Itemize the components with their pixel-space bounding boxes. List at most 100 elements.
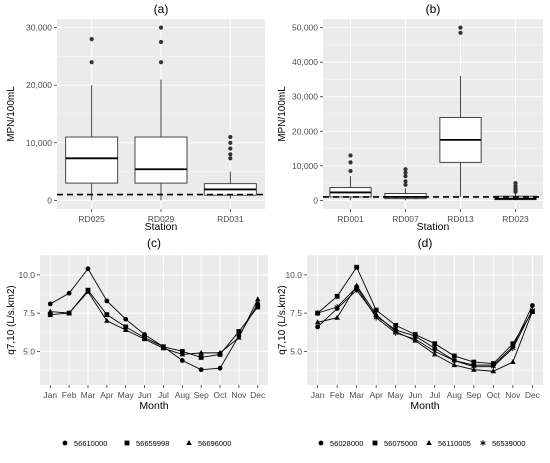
x-tick-label: May (118, 390, 135, 400)
x-tick-label: Apr (100, 390, 113, 400)
data-point (373, 307, 379, 313)
y-axis-label: q7,10 (L/s.km2) (6, 285, 17, 354)
outlier-point (403, 179, 408, 184)
y-tick-label: 40,000 (292, 57, 318, 67)
outlier-point (403, 170, 408, 175)
y-tick-label: 20,000 (292, 126, 318, 136)
legend-label: 56659998 (136, 439, 169, 448)
legend-key (62, 440, 68, 446)
legend: 56610000 56659998 56696000 (62, 439, 231, 448)
x-tick-label: Dec (525, 390, 541, 400)
box-RD029 (134, 25, 188, 201)
outlier-point (228, 156, 233, 161)
data-point (393, 322, 399, 328)
y-tick-label: 30,000 (292, 92, 318, 102)
data-point (314, 310, 321, 316)
data-point (85, 266, 91, 272)
data-point (160, 345, 167, 351)
legend-item: 56028000 (318, 439, 363, 448)
x-tick-label: Jul (429, 390, 440, 400)
outlier-point (403, 174, 408, 179)
plot-background (40, 255, 268, 385)
outlier-point (158, 39, 164, 45)
asterisk-stroke (412, 337, 418, 341)
x-axis-label: Month (410, 400, 439, 412)
panel-0: 0 10,000 20,000 30,000 (a) Station MPN/100mL RD… (6, 2, 265, 233)
x-tick-label: RD025 (78, 214, 105, 224)
x-axis-label: Month (139, 400, 168, 412)
data-point (47, 312, 53, 318)
x-tick-label: Mar (349, 390, 364, 400)
series-line (317, 266, 533, 365)
legend-label: 56539000 (492, 439, 525, 448)
panel-1: 0 10,000 20,000 30,000 40,000 50,000 (b) Statio… (277, 2, 543, 233)
box-RD013 (439, 25, 482, 197)
box-RD031 (203, 134, 257, 199)
x-axis-label: Station (417, 221, 450, 233)
legend-item: 56110005 (426, 439, 471, 448)
asterisk-stroke (373, 315, 379, 320)
data-point (198, 367, 204, 373)
series-line (50, 267, 259, 371)
panel-3: 5.0 7.5 10.0 (d) Month q7,10 (L/s.km2) Jan Feb M… (277, 236, 543, 448)
outlier-point (89, 60, 94, 65)
series-56696000 (47, 288, 261, 357)
x-tick-label: Jan (43, 390, 57, 400)
data-point (198, 355, 204, 360)
x-tick-label: RD029 (148, 214, 175, 224)
x-tick-label: Oct (487, 390, 501, 400)
series-line (317, 289, 533, 366)
x-tick-label: Aug (175, 390, 190, 400)
data-point (432, 348, 438, 355)
data-point (47, 301, 53, 307)
data-point (490, 361, 496, 366)
x-tick-label: Sep (466, 390, 481, 400)
data-point (510, 341, 516, 347)
x-tick-label: RD001 (337, 214, 364, 224)
data-point (123, 316, 129, 322)
x-tick-label: RD023 (502, 214, 529, 224)
series-line (50, 290, 259, 355)
data-point (66, 290, 72, 296)
x-tick-label: Feb (62, 390, 77, 400)
box-body (134, 136, 188, 184)
data-point (236, 334, 242, 340)
y-axis-label: MPN/100mL (6, 86, 17, 142)
box-RD023 (494, 180, 537, 201)
y-tick-label: 5.0 (290, 346, 302, 356)
x-tick-label: Jun (408, 390, 422, 400)
data-point (104, 298, 110, 304)
legend-item: 56610000 (62, 439, 107, 448)
plot-background (307, 255, 543, 385)
data-point (47, 308, 54, 314)
data-point (412, 332, 418, 337)
y-tick-label: 10,000 (292, 161, 318, 171)
legend-item: 56075000 (372, 439, 417, 448)
asterisk-stroke (490, 364, 497, 369)
outlier-point (89, 37, 94, 42)
asterisk-stroke (353, 285, 360, 289)
data-point (373, 314, 379, 321)
data-point (314, 319, 321, 325)
data-point (510, 359, 516, 365)
data-point (451, 353, 457, 359)
outlier-point (458, 30, 463, 35)
data-point (198, 349, 204, 355)
panel-title: (d) (418, 236, 433, 250)
outlier-point (228, 134, 233, 140)
y-tick-label: 7.5 (290, 308, 302, 318)
x-tick-label: Dec (250, 390, 266, 400)
data-point (471, 363, 477, 370)
asterisk-stroke (471, 364, 477, 369)
x-tick-label: May (388, 390, 405, 400)
data-point (255, 304, 261, 310)
asterisk-stroke (451, 358, 458, 363)
data-point (392, 330, 399, 336)
box-body (65, 136, 119, 184)
series-line (317, 286, 533, 368)
outlier-point (513, 180, 518, 186)
legend-key (124, 440, 130, 446)
y-tick-label: 7.5 (23, 308, 35, 318)
legend-item: 56696000 (186, 439, 231, 448)
x-tick-label: RD007 (392, 214, 419, 224)
